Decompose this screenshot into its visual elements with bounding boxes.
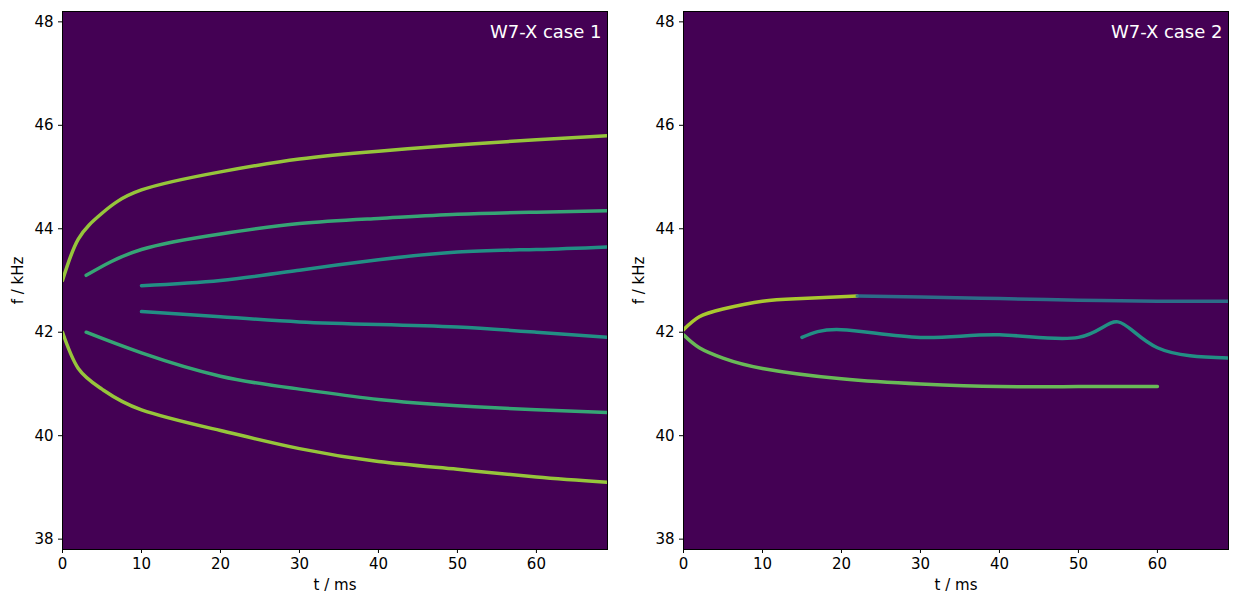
svg-text:40: 40 bbox=[369, 555, 388, 573]
svg-text:48: 48 bbox=[655, 13, 674, 31]
svg-text:44: 44 bbox=[34, 220, 53, 238]
svg-text:t / ms: t / ms bbox=[314, 576, 357, 594]
svg-text:0: 0 bbox=[679, 555, 689, 573]
svg-text:30: 30 bbox=[911, 555, 930, 573]
svg-text:40: 40 bbox=[655, 426, 674, 444]
svg-text:W7-X case 2: W7-X case 2 bbox=[1111, 21, 1222, 42]
svg-text:50: 50 bbox=[1069, 555, 1088, 573]
svg-text:40: 40 bbox=[34, 426, 53, 444]
svg-text:50: 50 bbox=[448, 555, 467, 573]
svg-text:f / kHz: f / kHz bbox=[630, 257, 648, 305]
svg-text:60: 60 bbox=[1148, 555, 1167, 573]
svg-text:44: 44 bbox=[655, 220, 674, 238]
svg-text:40: 40 bbox=[990, 555, 1009, 573]
svg-text:46: 46 bbox=[34, 116, 53, 134]
svg-text:0: 0 bbox=[58, 555, 68, 573]
svg-text:42: 42 bbox=[34, 323, 53, 341]
svg-text:W7-X case 1: W7-X case 1 bbox=[490, 21, 601, 42]
svg-text:60: 60 bbox=[527, 555, 546, 573]
svg-text:t / ms: t / ms bbox=[935, 576, 978, 594]
svg-text:f / kHz: f / kHz bbox=[9, 257, 27, 305]
svg-text:42: 42 bbox=[655, 323, 674, 341]
svg-text:10: 10 bbox=[132, 555, 151, 573]
svg-text:30: 30 bbox=[290, 555, 309, 573]
svg-text:20: 20 bbox=[211, 555, 230, 573]
svg-text:20: 20 bbox=[832, 555, 851, 573]
svg-text:38: 38 bbox=[655, 530, 674, 548]
svg-text:46: 46 bbox=[655, 116, 674, 134]
svg-text:48: 48 bbox=[34, 13, 53, 31]
svg-text:10: 10 bbox=[753, 555, 772, 573]
svg-text:38: 38 bbox=[34, 530, 53, 548]
